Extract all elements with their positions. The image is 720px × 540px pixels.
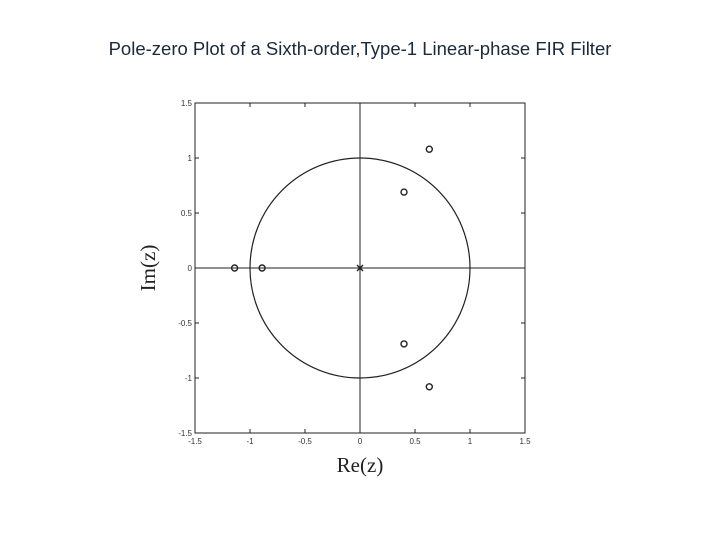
zero-marker [425, 383, 433, 391]
y-tick-label: 0 [188, 264, 193, 273]
zero-marker [258, 264, 266, 272]
y-tick-label: 1 [188, 154, 193, 163]
y-tick-label: 1.5 [181, 99, 193, 108]
x-tick-label: 1.5 [519, 437, 531, 446]
x-tick-label: -0.5 [298, 437, 312, 446]
zero-marker [425, 145, 433, 153]
x-tick-label: -1.5 [188, 437, 202, 446]
x-axis-label: Re(z) [337, 453, 384, 477]
y-tick-label: -0.5 [178, 319, 192, 328]
zero-marker [230, 264, 239, 272]
pole-marker [356, 264, 364, 272]
zero-marker [400, 340, 408, 348]
y-tick-label: -1 [185, 374, 193, 383]
y-tick-label: -1.5 [178, 429, 192, 438]
x-tick-label: 0 [358, 437, 363, 446]
zero-marker [400, 188, 408, 196]
x-tick-label: -1 [246, 437, 254, 446]
y-axis-label: Im(z) [136, 245, 160, 292]
y-tick-label: 0.5 [181, 209, 193, 218]
x-tick-label: 0.5 [409, 437, 421, 446]
chart-title: Pole-zero Plot of a Sixth-order,Type-1 L… [108, 38, 612, 59]
x-tick-label: 1 [468, 437, 473, 446]
unit-circle [249, 157, 471, 379]
